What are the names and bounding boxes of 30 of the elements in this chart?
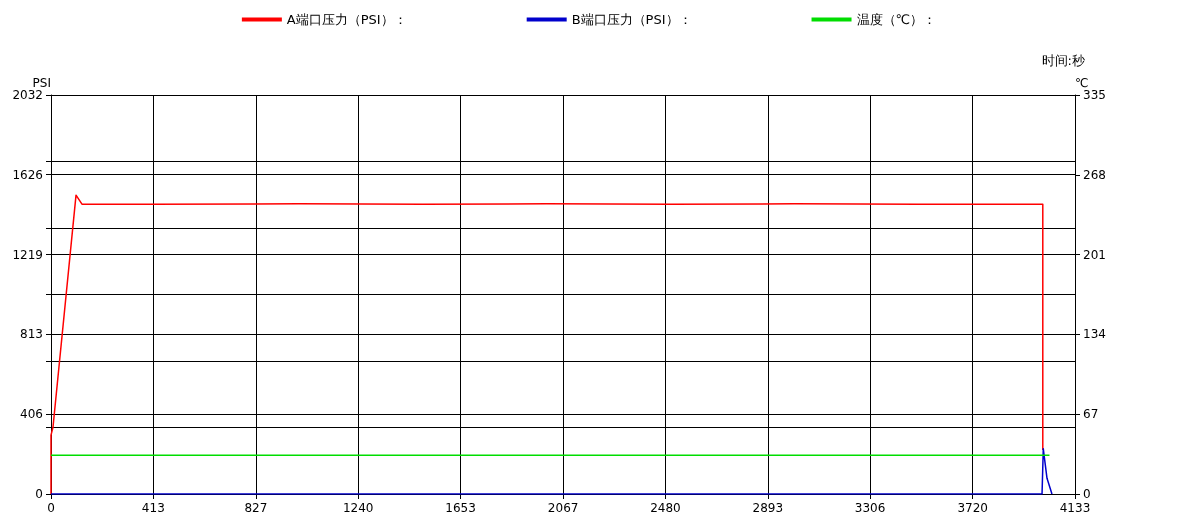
y-tick-label: 813 — [20, 327, 43, 342]
y-tick-label: 0 — [35, 487, 43, 501]
y2-tick-label: 335 — [1083, 88, 1106, 102]
y-tick-label: 2032 — [12, 88, 43, 102]
x-tick-label: 4133 — [1059, 501, 1091, 515]
legend-label: 温度（℃）： — [856, 12, 937, 27]
line-series — [50, 194, 1044, 495]
x-tick-label: 3306 — [854, 501, 886, 515]
x-tick-label: 413 — [141, 501, 165, 515]
x-tick-label: 827 — [244, 501, 268, 515]
y-axis-title: PSI — [32, 76, 51, 90]
x-tick-label: 0 — [47, 501, 55, 515]
x-tick-label: 2480 — [650, 501, 681, 515]
legend-label: B端口压力（PSI）： — [571, 12, 692, 27]
x-tick-label: 1240 — [342, 501, 374, 515]
y2-tick-label: 201 — [1083, 247, 1106, 262]
x-tick-label: 2893 — [752, 501, 784, 515]
y2-axis-title: ℃ — [1075, 76, 1089, 90]
y-tick-label: 1219 — [12, 247, 43, 262]
x-tick-label: 2067 — [547, 501, 579, 515]
x-axis-title: 时间:秒 — [1041, 53, 1085, 68]
legend-label: A端口压力（PSI）： — [286, 12, 407, 27]
x-tick-label: 3720 — [957, 501, 988, 515]
y-tick-label: 406 — [20, 407, 43, 422]
y2-tick-label: 268 — [1083, 167, 1106, 182]
x-tick-label: 1653 — [445, 501, 476, 515]
y2-tick-label: 67 — [1083, 407, 1099, 422]
y2-tick-label: 134 — [1083, 327, 1106, 342]
y2-tick-label: 0 — [1083, 487, 1091, 501]
y-tick-label: 1626 — [12, 167, 43, 182]
